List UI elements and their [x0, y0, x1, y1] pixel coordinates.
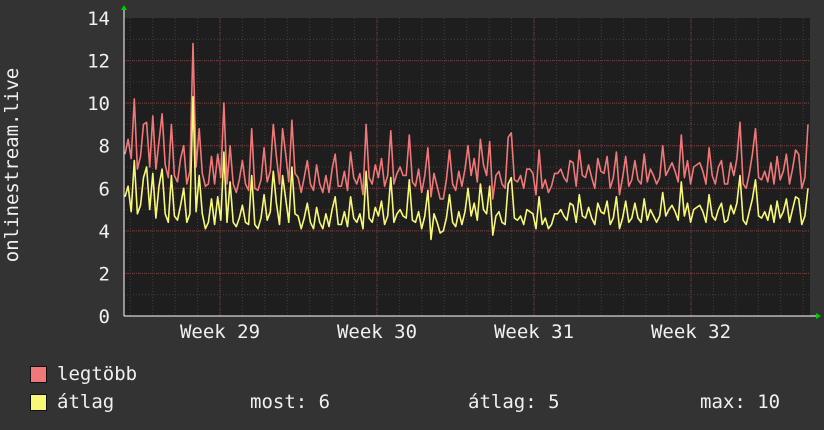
- y-axis-label: onlinestream.live: [1, 68, 23, 262]
- y-tick-label: 4: [99, 221, 110, 243]
- stat-average: átlag: 5: [468, 391, 560, 413]
- y-tick-label: 2: [99, 263, 110, 285]
- axes: 0 2 4 6 8 10 12 14 Week 29 Week 30 Week 31 Week 32: [87, 5, 821, 343]
- stat-max: max: 10: [700, 391, 781, 413]
- legend-swatch-max: [30, 365, 47, 383]
- legend-item-max: legtöbb: [30, 363, 137, 385]
- grid: [124, 18, 810, 316]
- x-tick-label: Week 32: [651, 321, 731, 343]
- y-tick-label: 6: [99, 178, 110, 200]
- y-tick-label: 14: [87, 8, 110, 30]
- series-line-avg: [124, 96, 809, 241]
- y-tick-label: 10: [87, 93, 110, 115]
- series-layer: [124, 42, 809, 241]
- stat-now: most: 6: [250, 391, 331, 413]
- y-axis-arrow: [121, 5, 127, 10]
- legend-item-avg: átlag: [30, 391, 114, 413]
- legend-label-max: legtöbb: [57, 363, 138, 385]
- legend-swatch-avg: [30, 393, 47, 411]
- legend-label-avg: átlag: [57, 391, 115, 413]
- y-tick-label: 12: [87, 51, 110, 73]
- x-tick-label: Week 29: [180, 321, 260, 343]
- x-tick-label: Week 31: [494, 321, 574, 343]
- y-tick-label: 8: [99, 136, 110, 158]
- x-axis-arrow: [816, 313, 821, 319]
- y-tick-label: 0: [99, 306, 110, 328]
- series-line-max: [124, 42, 809, 200]
- x-tick-label: Week 30: [337, 321, 417, 343]
